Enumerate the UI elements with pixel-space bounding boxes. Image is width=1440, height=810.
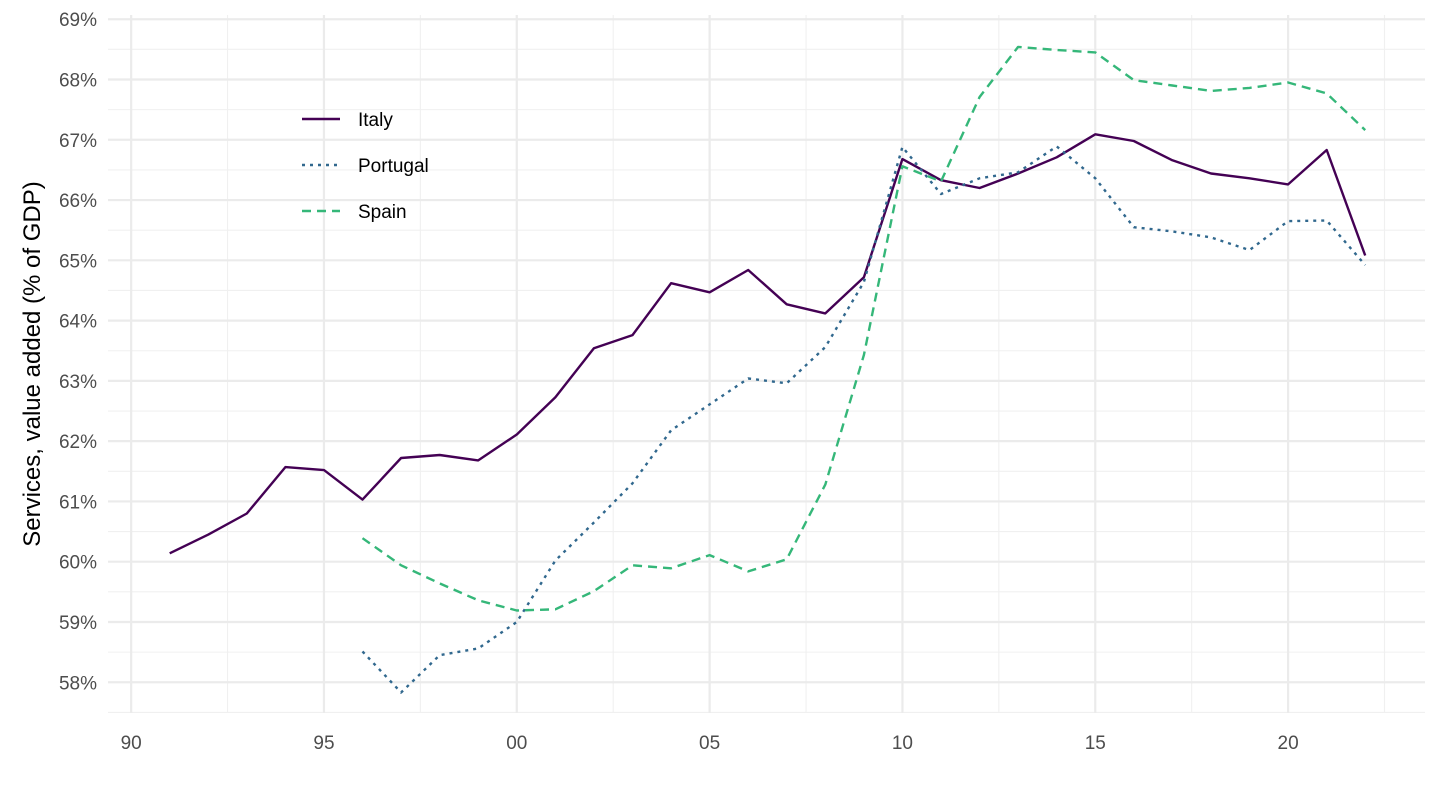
x-tick-label: 95	[313, 733, 334, 754]
legend-label-portugal: Portugal	[358, 156, 429, 177]
y-tick-label: 63%	[59, 372, 97, 393]
x-tick-label: 00	[506, 733, 527, 754]
y-tick-label: 66%	[59, 191, 97, 212]
y-tick-label: 65%	[59, 251, 97, 272]
y-tick-label: 62%	[59, 432, 97, 453]
legend: Italy Portugal Spain	[302, 110, 429, 223]
x-tick-label: 15	[1085, 733, 1106, 754]
series-line-italy	[169, 133, 1367, 555]
y-tick-label: 60%	[59, 553, 97, 574]
y-axis-ticks: 58% 59% 60% 61% 62% 63% 64% 65% 66% 67% 68% 69%	[59, 10, 97, 694]
series-line-portugal	[361, 145, 1367, 694]
y-axis-title: Services, value added (% of GDP)	[19, 181, 46, 547]
y-tick-label: 69%	[59, 10, 97, 31]
legend-label-italy: Italy	[358, 110, 393, 131]
y-tick-label: 67%	[59, 131, 97, 152]
y-tick-label: 64%	[59, 312, 97, 333]
y-tick-label: 59%	[59, 613, 97, 634]
y-tick-label: 58%	[59, 673, 97, 694]
series-lines	[169, 45, 1367, 694]
series-line-spain	[361, 45, 1367, 612]
x-axis-ticks: 90 95 00 05 10 15 20	[121, 733, 1299, 754]
y-tick-label: 68%	[59, 70, 97, 91]
legend-label-spain: Spain	[358, 202, 407, 223]
x-tick-label: 20	[1278, 733, 1299, 754]
x-tick-label: 10	[892, 733, 913, 754]
major-gridlines	[108, 15, 1425, 713]
x-tick-label: 05	[699, 733, 720, 754]
y-tick-label: 61%	[59, 492, 97, 513]
x-tick-label: 90	[121, 733, 142, 754]
